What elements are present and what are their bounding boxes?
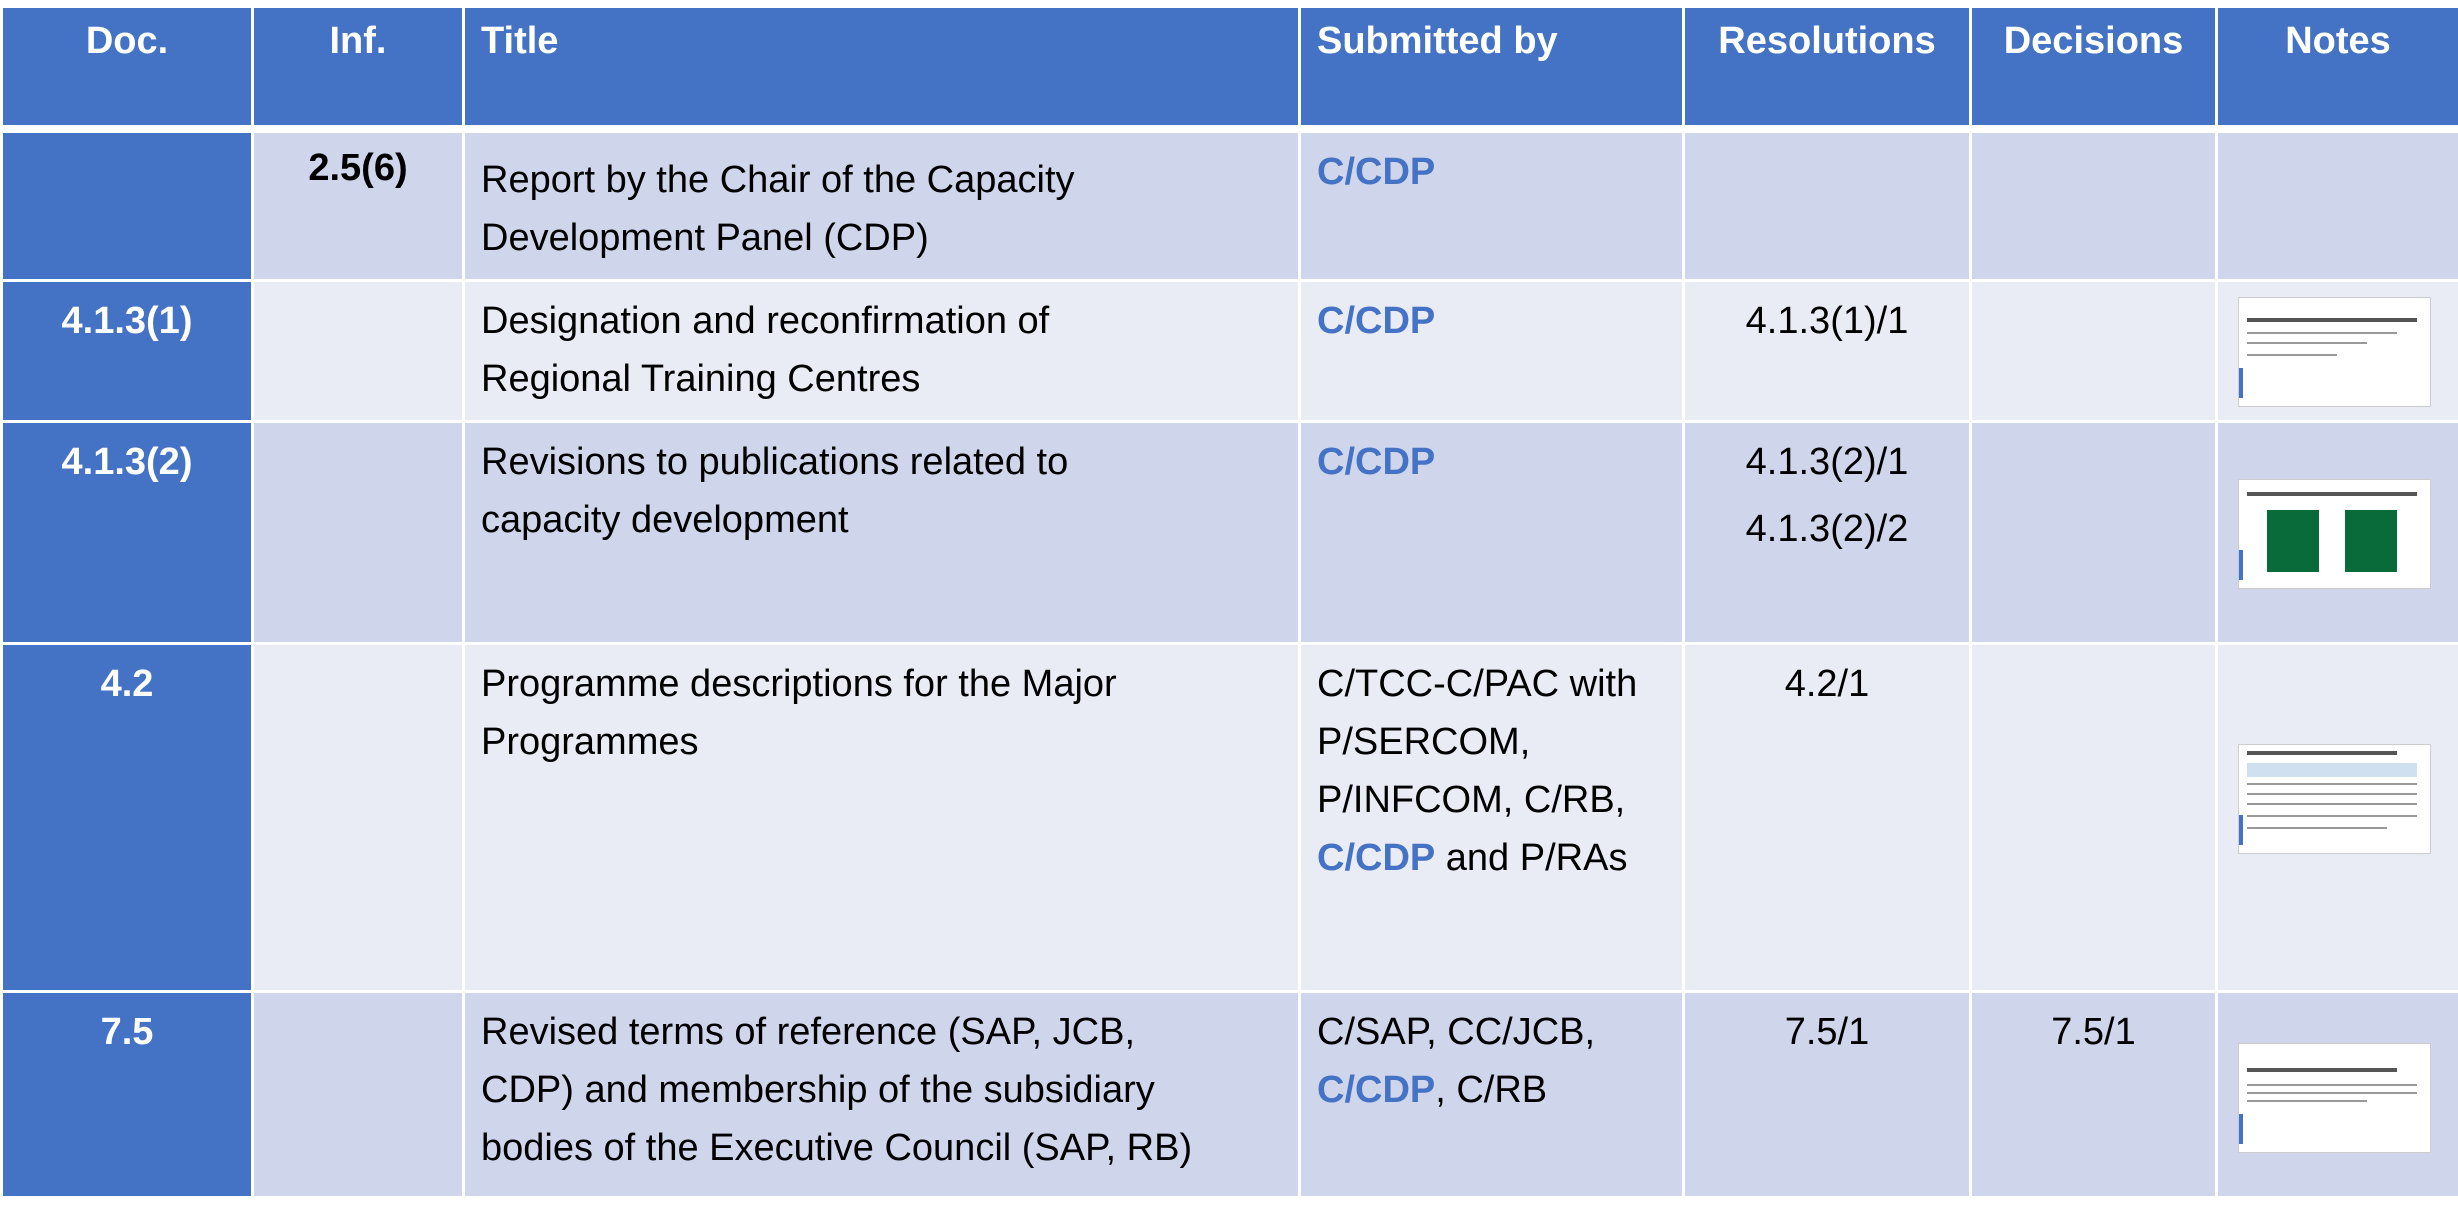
submitted-line: C/CDP and P/RAs (1317, 829, 1666, 887)
title-line: Revised terms of reference (SAP, JCB, (481, 1003, 1282, 1061)
submitted-line: C/SAP, CC/JCB, (1317, 1003, 1666, 1061)
res-cell: 4.1.3(1)/1 (1684, 280, 1971, 421)
notes-cell (2217, 421, 2458, 643)
inf-cell (253, 643, 464, 991)
submitted-line: C/TCC-C/PAC with (1317, 655, 1666, 713)
submitted-cell: C/CDP (1300, 280, 1684, 421)
submitter: C/CDP (1317, 300, 1435, 342)
page: {"header":{"columns":["Doc.","Inf.","Tit… (0, 0, 2458, 1209)
notes-cell (2217, 643, 2458, 991)
submitter: , C/RB (1435, 1069, 1547, 1111)
inf-cell: 2.5(6) (253, 129, 464, 280)
doc-cell: 4.1.3(2) (2, 421, 253, 643)
title-line: Report by the Chair of the Capacity (481, 151, 1282, 209)
submitter: C/CDP (1317, 441, 1435, 483)
submitted-line: C/CDP (1317, 292, 1666, 350)
title-line: Designation and reconfirmation of (481, 292, 1282, 350)
res-cell (1684, 129, 1971, 280)
row: 7.5 Revised terms of reference (SAP, JCB… (2, 991, 2458, 1197)
resolution: 4.1.3(2)/2 (1701, 492, 1953, 567)
agenda-table: Doc. Inf. Title Submitted by Resolutions… (0, 0, 2458, 1199)
submitter: C/CDP (1317, 1069, 1435, 1111)
inf-cell (253, 280, 464, 421)
dec-cell (1971, 129, 2217, 280)
thumbnail (2238, 1043, 2431, 1153)
title-line: Regional Training Centres (481, 350, 1282, 408)
doc-cell: 4.2 (2, 643, 253, 991)
title-line: Programmes (481, 713, 1282, 771)
decision: 7.5/1 (1988, 995, 2199, 1070)
title-line: Programme descriptions for the Major (481, 655, 1282, 713)
dec-cell (1971, 643, 2217, 991)
resolution: 4.1.3(1)/1 (1701, 284, 1953, 359)
header-cell: Inf. (253, 4, 464, 129)
submitter: C/CDP (1317, 837, 1435, 879)
res-cell: 7.5/1 (1684, 991, 1971, 1197)
title-line: Revisions to publications related to (481, 433, 1282, 491)
title-line: bodies of the Executive Council (SAP, RB… (481, 1119, 1282, 1177)
header-cell: Decisions (1971, 4, 2217, 129)
doc-cell: 4.1.3(1) (2, 280, 253, 421)
thumbnail (2238, 744, 2431, 854)
submitted-line: C/CDP (1317, 143, 1666, 201)
submitted-cell: C/SAP, CC/JCB, C/CDP, C/RB (1300, 991, 1684, 1197)
header-row: Doc. Inf. Title Submitted by Resolutions… (2, 4, 2458, 129)
submitted-line: P/INFCOM, C/RB, (1317, 771, 1666, 829)
submitter: C/CDP (1317, 151, 1435, 193)
notes-cell (2217, 991, 2458, 1197)
header-cell: Title (464, 4, 1300, 129)
resolution: 7.5/1 (1701, 995, 1953, 1070)
submitter: and P/RAs (1435, 837, 1627, 879)
thumbnail (2238, 297, 2431, 407)
submitted-line: C/CDP (1317, 433, 1666, 491)
thumbnail (2238, 479, 2431, 589)
row: 2.5(6) Report by the Chair of the Capaci… (2, 129, 2458, 280)
submitted-cell: C/TCC-C/PAC with P/SERCOM, P/INFCOM, C/RB,… (1300, 643, 1684, 991)
header-cell: Doc. (2, 4, 253, 129)
title-line: Development Panel (CDP) (481, 209, 1282, 267)
dec-cell: 7.5/1 (1971, 991, 2217, 1197)
inf-cell (253, 421, 464, 643)
header-cell: Submitted by (1300, 4, 1684, 129)
submitter: P/SERCOM, (1317, 721, 1530, 763)
doc-cell (2, 129, 253, 280)
notes-cell (2217, 280, 2458, 421)
doc-cell: 7.5 (2, 991, 253, 1197)
res-cell: 4.2/1 (1684, 643, 1971, 991)
resolution: 4.1.3(2)/1 (1701, 425, 1953, 500)
header-cell: Resolutions (1684, 4, 1971, 129)
submitted-cell: C/CDP (1300, 129, 1684, 280)
submitter: C/SAP, CC/JCB, (1317, 1011, 1595, 1053)
title-cell: Revised terms of reference (SAP, JCB,CDP… (464, 991, 1300, 1197)
row: 4.2 Programme descriptions for the Major… (2, 643, 2458, 991)
resolution: 4.2/1 (1701, 647, 1953, 722)
submitter: P/INFCOM, C/RB, (1317, 779, 1625, 821)
inf-cell (253, 991, 464, 1197)
submitter: C/TCC-C/PAC with (1317, 663, 1637, 705)
title-line: CDP) and membership of the subsidiary (481, 1061, 1282, 1119)
submitted-line: C/CDP, C/RB (1317, 1061, 1666, 1119)
submitted-cell: C/CDP (1300, 421, 1684, 643)
dec-cell (1971, 421, 2217, 643)
header-cell: Notes (2217, 4, 2458, 129)
submitted-line: P/SERCOM, (1317, 713, 1666, 771)
notes-cell (2217, 129, 2458, 280)
title-line: capacity development (481, 491, 1282, 549)
dec-cell (1971, 280, 2217, 421)
row: 4.1.3(1) Designation and reconfirmation … (2, 280, 2458, 421)
body: Doc. Inf. Title Submitted by Resolutions… (0, 0, 2458, 1209)
row: 4.1.3(2) Revisions to publications relat… (2, 421, 2458, 643)
